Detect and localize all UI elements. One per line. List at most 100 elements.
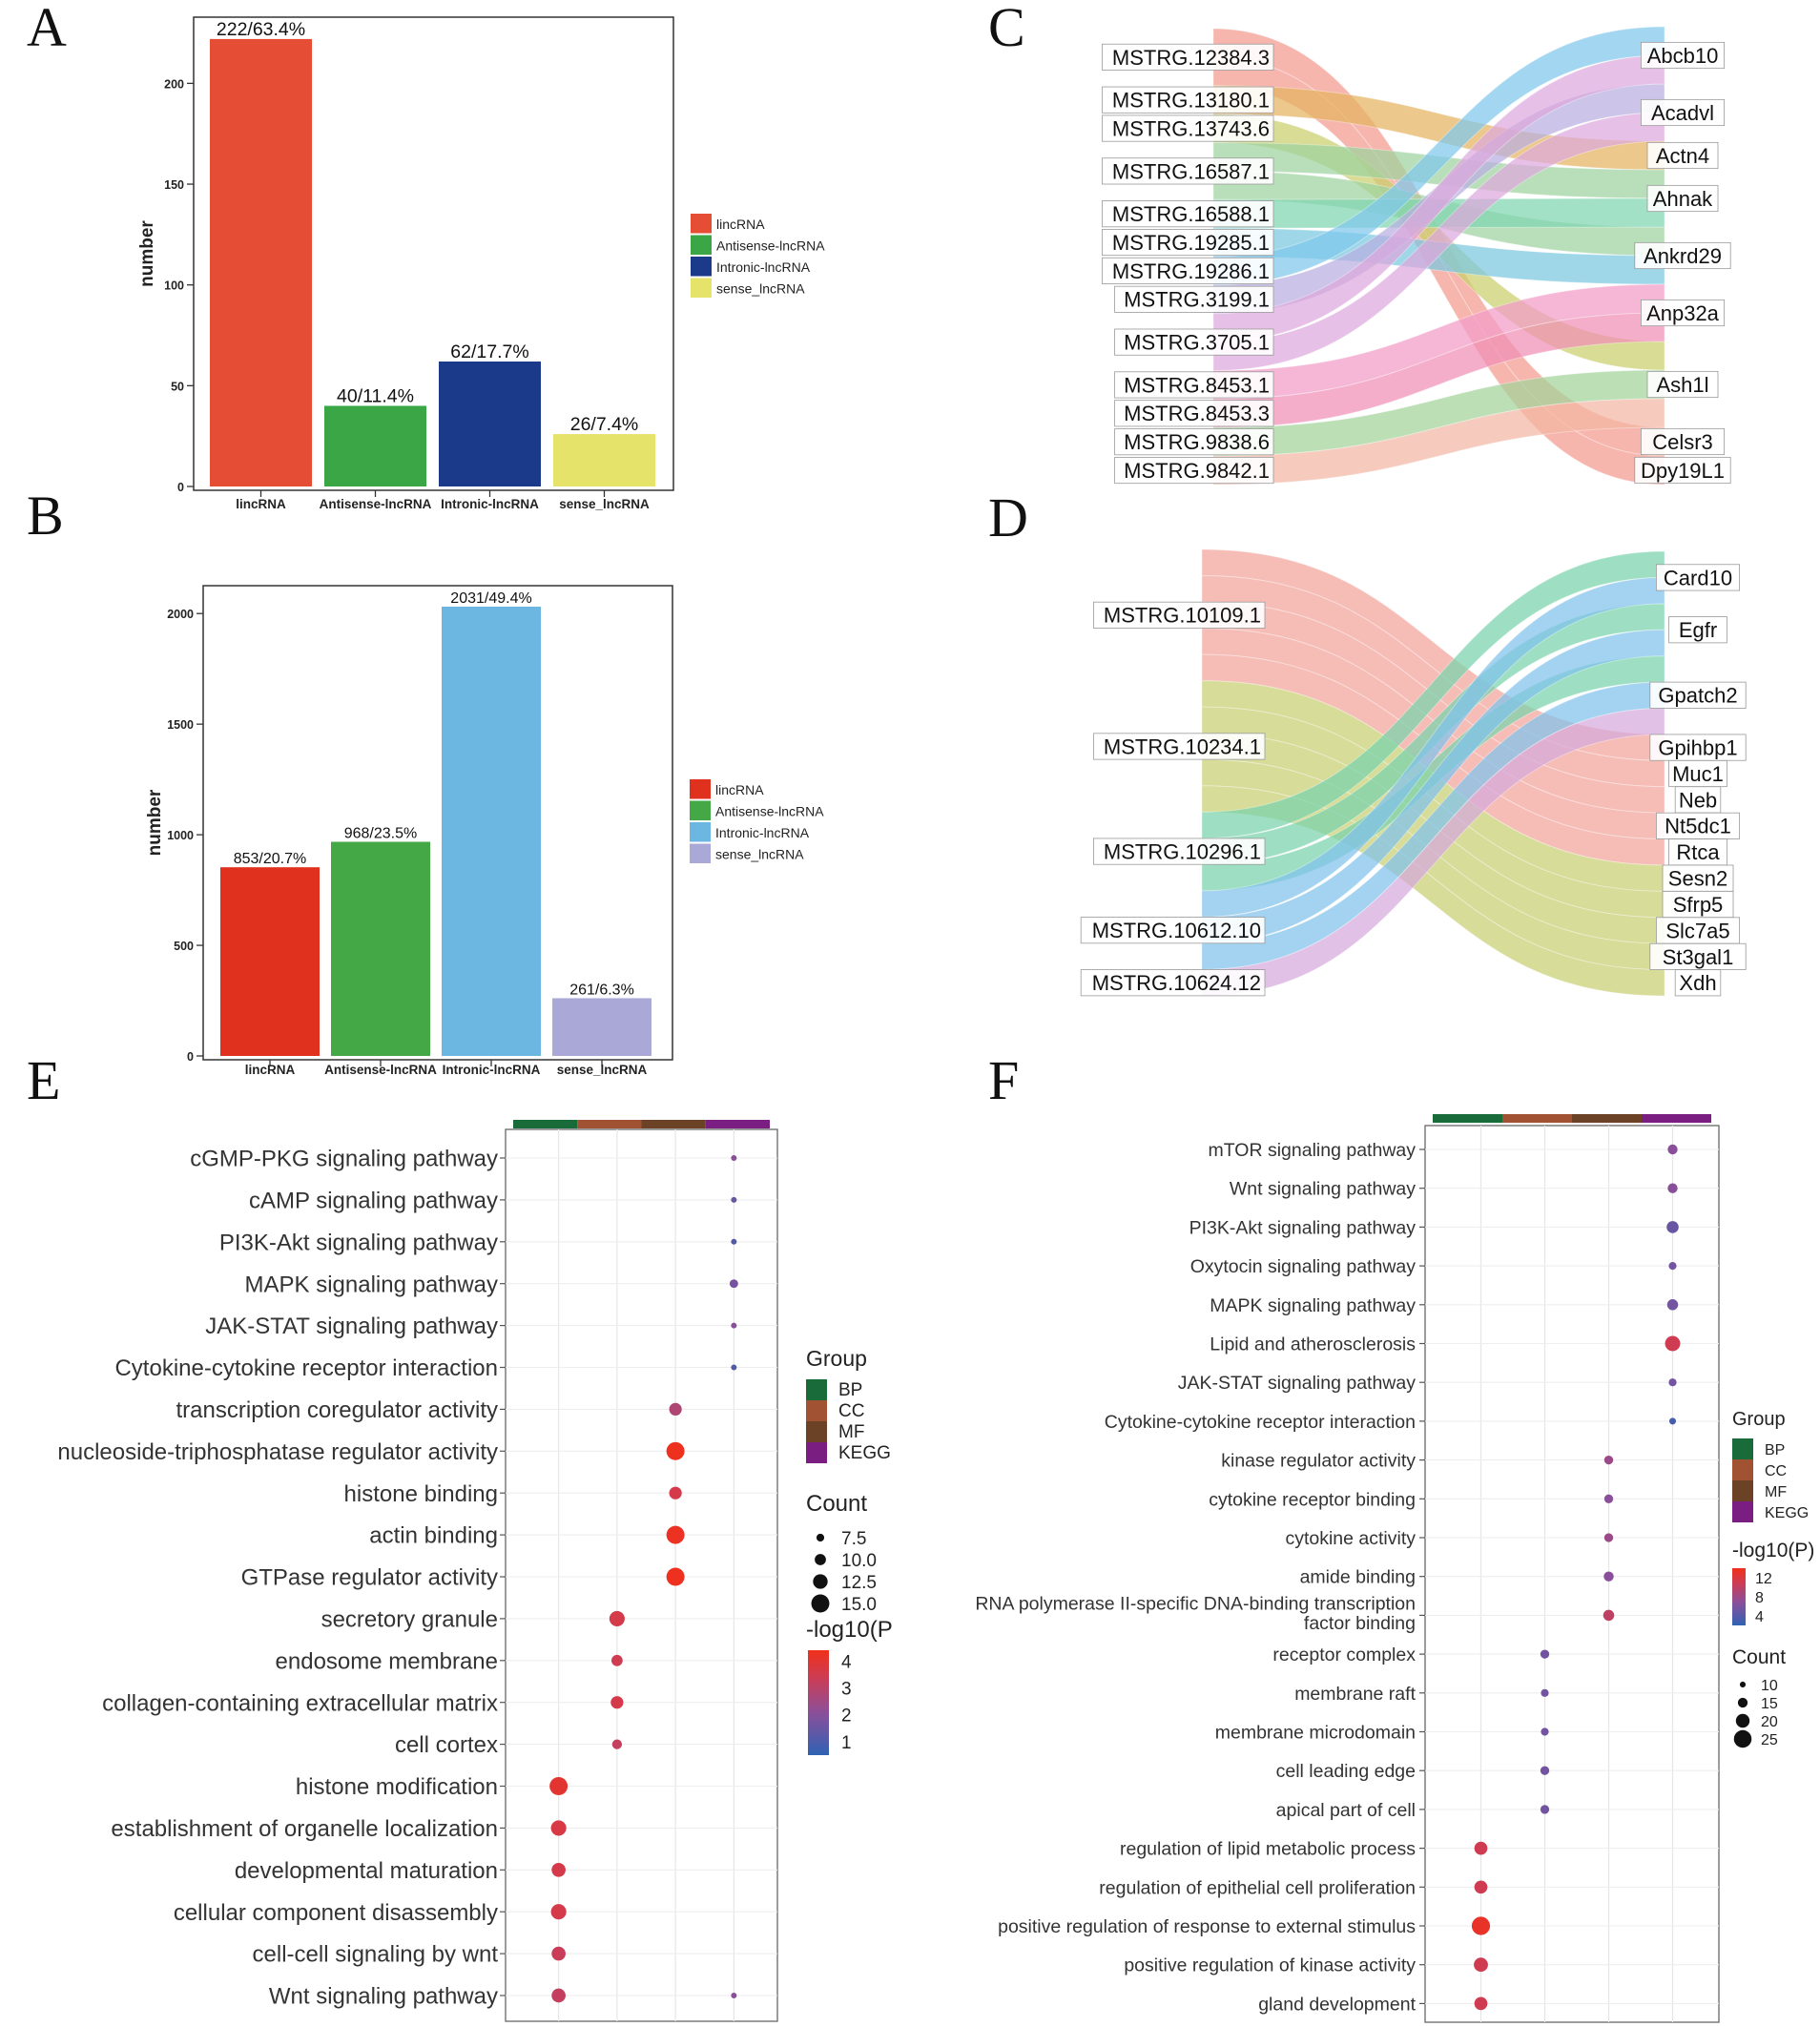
- right-node-card10: Card10: [1664, 566, 1732, 589]
- y-tick-label: 0: [177, 481, 184, 494]
- legend-group-label: KEGG: [838, 1443, 891, 1463]
- y-tick-label: 100: [164, 279, 184, 293]
- left-node-mstrg-8453-1: MSTRG.8453.1: [1124, 373, 1270, 397]
- legend-swatch: [690, 843, 711, 863]
- panel-letter-a: A: [27, 0, 67, 58]
- dot-rna-polymerase-ii-specific-dna-binding-transcription-factor-binding-mf: [1603, 1609, 1615, 1622]
- dot-lipid-and-atherosclerosis-kegg: [1665, 1335, 1681, 1352]
- dot-mtor-signaling-pathway-kegg: [1667, 1144, 1678, 1155]
- legend-swatch: [691, 214, 712, 234]
- bar-data-label: 2031/49.4%: [450, 590, 531, 607]
- node-label-box: [1114, 457, 1274, 485]
- term-label: Cytokine-cytokine receptor interaction: [1105, 1412, 1416, 1433]
- right-node-ankrd29: Ankrd29: [1644, 244, 1722, 268]
- legend-count-title: Count: [806, 1491, 867, 1517]
- legend-group-label: CC: [838, 1401, 864, 1421]
- node-label-box: [1093, 838, 1266, 865]
- legend-group-swatch-mf: [1732, 1480, 1753, 1501]
- bar-data-label: 26/7.4%: [570, 414, 639, 435]
- node-label-box: [1080, 917, 1266, 944]
- y-tick-label: 1500: [167, 718, 194, 732]
- panel-b-bar-chart: 0 500 1000 1500 2000 number 853/20.7% lincRNA 96…: [145, 585, 824, 1077]
- dot-regulation-of-lipid-metabolic-process-bp: [1474, 1841, 1488, 1855]
- term-label: RNA polymerase II-specific DNA-binding t…: [975, 1593, 1416, 1633]
- y-axis-label: number: [145, 789, 165, 856]
- left-node-mstrg-8453-3: MSTRG.8453.3: [1124, 402, 1270, 425]
- legend-group-swatch-cc: [1732, 1459, 1753, 1480]
- legend-color-title: -log10(P: [806, 1617, 893, 1643]
- panel-e-dot-plot: cGMP-PKG signaling pathway cAMP signaling…: [57, 1120, 893, 2022]
- right-node-sesn2: Sesn2: [1668, 867, 1727, 891]
- legend-group-label: MF: [1765, 1484, 1787, 1500]
- panel-letter-c: C: [988, 0, 1025, 58]
- dot-collagen-containing-extracellular-matrix-cc: [610, 1696, 624, 1709]
- right-node-xdh: Xdh: [1679, 971, 1716, 995]
- plot-frame: [1424, 1125, 1720, 2023]
- dot-cell-cell-signaling-by-wnt-bp: [551, 1946, 566, 1961]
- legend-group-title: Group: [1732, 1409, 1786, 1430]
- legend-group-swatch-kegg: [1732, 1501, 1753, 1522]
- term-label: Oxytocin signaling pathway: [1190, 1256, 1417, 1277]
- y-tick-label: 0: [187, 1050, 194, 1064]
- flow-mstrg-3705-1-abcb10: [1212, 54, 1665, 343]
- legend-label: Intronic-lncRNA: [716, 259, 811, 275]
- panel-letter-e: E: [27, 1049, 60, 1111]
- left-node-mstrg-13180-1: MSTRG.13180.1: [1112, 89, 1270, 113]
- term-label: kinase regulator activity: [1221, 1451, 1416, 1472]
- term-label: cell cortex: [395, 1732, 498, 1758]
- dot-histone-binding-mf: [669, 1486, 682, 1500]
- x-tick-label: Antisense-lncRNA: [324, 1063, 437, 1077]
- left-node-mstrg-19286-1: MSTRG.19286.1: [1112, 259, 1270, 283]
- legend-color-label: 3: [841, 1679, 852, 1699]
- dot-gland-development-bp: [1474, 1996, 1488, 2011]
- node-label-box: [1093, 733, 1266, 760]
- legend-count-dot: [816, 1533, 825, 1542]
- right-node-slc7a5: Slc7a5: [1665, 919, 1729, 942]
- bar-data-label: 62/17.7%: [450, 341, 528, 362]
- node-label-box: [1649, 942, 1747, 970]
- node-label-box: [1634, 456, 1731, 485]
- legend-count-dot: [1733, 1729, 1752, 1748]
- legend-count-label: 10: [1761, 1678, 1778, 1694]
- right-node-st3gal1: St3gal1: [1663, 945, 1734, 969]
- term-label: establishment of organelle localization: [111, 1816, 498, 1842]
- node-label-box: [1634, 241, 1731, 270]
- left-node-mstrg-9842-1: MSTRG.9842.1: [1124, 459, 1270, 483]
- left-node-mstrg-10624-12: MSTRG.10624.12: [1092, 971, 1261, 995]
- node-label-box: [1114, 400, 1274, 427]
- left-node-mstrg-10109-1: MSTRG.10109.1: [1104, 604, 1261, 628]
- bar-sense-lncrna: [553, 434, 655, 486]
- x-tick-label: sense_lncRNA: [557, 1063, 648, 1077]
- x-tick-label: Antisense-lncRNA: [320, 497, 432, 511]
- legend-group-swatch-cc: [806, 1400, 827, 1421]
- dot-cellular-component-disassembly-bp: [550, 1904, 567, 1920]
- node-label-box: [1668, 616, 1727, 644]
- term-label: secretory granule: [321, 1607, 498, 1633]
- dot-secretory-granule-cc: [609, 1610, 625, 1626]
- term-label: actin binding: [369, 1523, 498, 1549]
- group-strip-kegg: [705, 1120, 770, 1128]
- right-node-nt5dc1: Nt5dc1: [1665, 815, 1731, 838]
- group-strip-kegg: [1642, 1114, 1711, 1123]
- term-label: Lipid and atherosclerosis: [1210, 1334, 1416, 1355]
- dot-cgmp-pkg-signaling-pathway-kegg: [731, 1155, 737, 1161]
- legend-count-dot: [1739, 1681, 1747, 1688]
- legend-count-dot: [1737, 1697, 1748, 1708]
- term-label: JAK-STAT signaling pathway: [205, 1313, 498, 1339]
- dot-cell-cortex-cc: [611, 1739, 623, 1749]
- dot-jak-stat-signaling-pathway-kegg: [731, 1322, 737, 1329]
- term-label: positive regulation of kinase activity: [1124, 1955, 1416, 1976]
- term-label: nucleoside-triphosphatase regulator acti…: [57, 1439, 498, 1465]
- legend-color-label: 1: [841, 1733, 852, 1753]
- legend-swatch: [690, 800, 711, 820]
- x-tick-label: sense_lncRNA: [559, 497, 650, 511]
- legend-group-label: CC: [1765, 1463, 1787, 1479]
- node-label-box: [1662, 891, 1734, 919]
- dot-mapk-signaling-pathway-kegg: [729, 1279, 738, 1289]
- term-label: histone binding: [344, 1481, 498, 1507]
- node-label-box: [1668, 838, 1727, 866]
- y-tick-label: 200: [164, 77, 184, 91]
- dot-endosome-membrane-cc: [610, 1654, 623, 1666]
- term-label: mTOR signaling pathway: [1209, 1140, 1417, 1161]
- group-strip-cc: [577, 1120, 642, 1128]
